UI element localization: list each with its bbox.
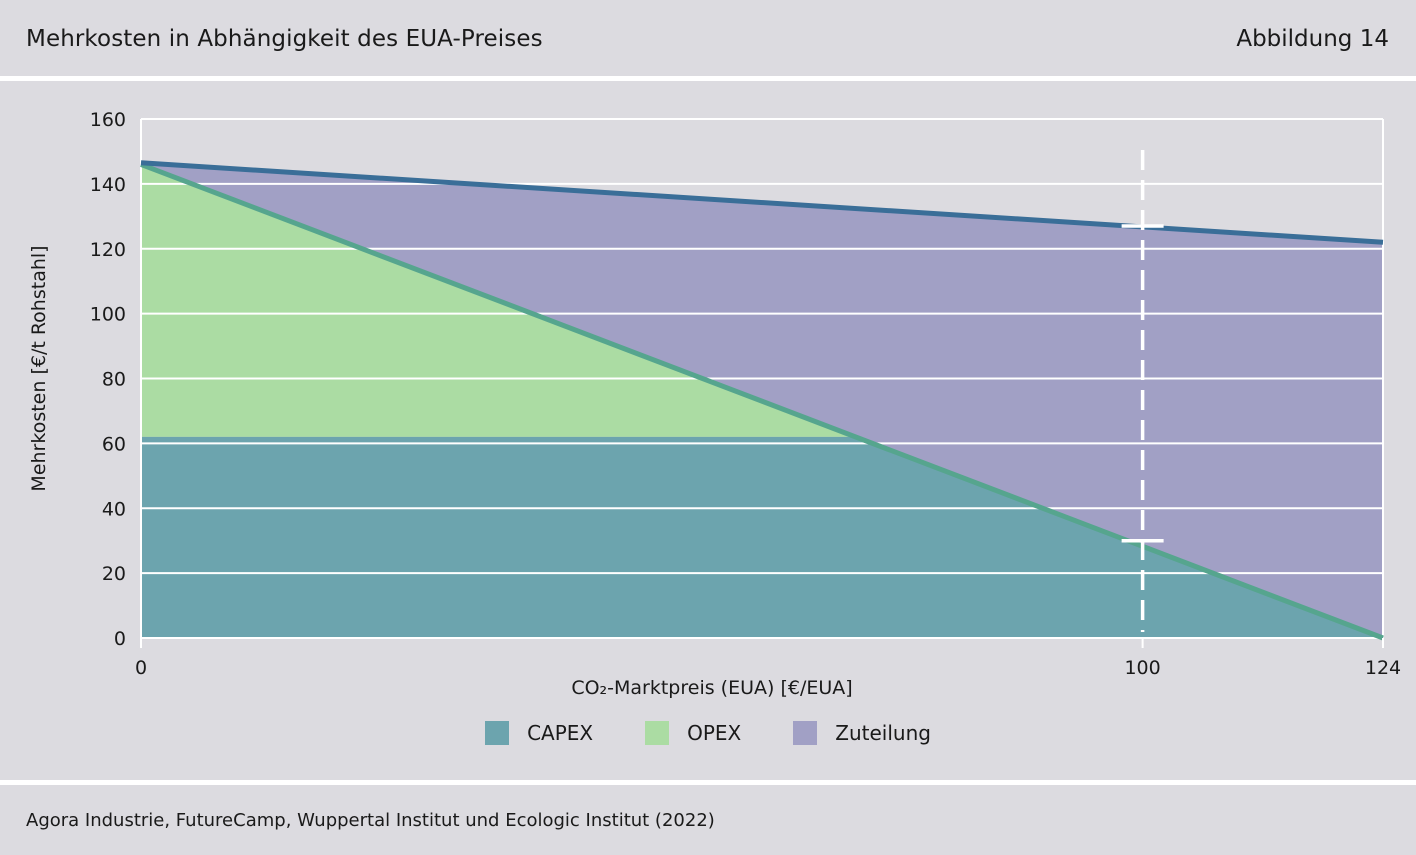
y-tick-label-60: 60 bbox=[102, 433, 126, 455]
line-opex-boundary bbox=[140, 162, 1384, 641]
area-capex bbox=[141, 436, 1383, 638]
y-tick-label-140: 140 bbox=[90, 174, 126, 196]
chart-title: Mehrkosten in Abhängigkeit des EUA-Preis… bbox=[26, 26, 543, 52]
legend-label-zuteilung: Zuteilung bbox=[835, 721, 931, 745]
header: Mehrkosten in Abhängigkeit des EUA-Preis… bbox=[0, 0, 1416, 78]
y-tick-label-80: 80 bbox=[102, 369, 126, 391]
legend-label-capex: CAPEX bbox=[527, 721, 594, 745]
y-tick-label-120: 120 bbox=[90, 239, 126, 261]
x-tick-label-100: 100 bbox=[1124, 657, 1160, 679]
source-note: Agora Industrie, FutureCamp, Wuppertal I… bbox=[26, 810, 715, 831]
x-axis-title: CO₂-Marktpreis (EUA) [€/EUA] bbox=[571, 677, 852, 699]
y-tick-label-40: 40 bbox=[102, 498, 126, 520]
top-divider bbox=[0, 76, 1416, 81]
legend-item-capex: CAPEX bbox=[485, 721, 593, 745]
y-axis-title: Mehrkosten [€/t Rohstahl] bbox=[28, 245, 50, 491]
chart-svg: 0 100 124 0 20 40 60 80 100 120 140 160 CO₂-Marktpre… bbox=[28, 109, 1401, 699]
y-tick-label-160: 160 bbox=[90, 109, 126, 131]
x-tick-label-124: 124 bbox=[1365, 657, 1401, 679]
x-tick-label-0: 0 bbox=[135, 657, 147, 679]
legend-swatch-opex bbox=[645, 721, 670, 745]
legend-item-zuteilung: Zuteilung bbox=[793, 721, 931, 745]
chart-area: 0 100 124 0 20 40 60 80 100 120 140 160 CO₂-Marktpre… bbox=[0, 81, 1416, 780]
legend-label-opex: OPEX bbox=[687, 721, 742, 745]
legend-item-opex: OPEX bbox=[645, 721, 741, 745]
line-total-cost bbox=[140, 160, 1384, 245]
legend-swatch-zuteilung bbox=[793, 721, 818, 745]
legend: CAPEX OPEX Zuteilung bbox=[0, 721, 1416, 745]
figure-label: Abbildung 14 bbox=[1236, 26, 1389, 52]
bottom-divider bbox=[0, 780, 1416, 785]
legend-swatch-capex bbox=[485, 721, 510, 745]
y-tick-label-20: 20 bbox=[102, 563, 126, 585]
y-tick-label-100: 100 bbox=[90, 304, 126, 326]
y-tick-label-0: 0 bbox=[114, 628, 126, 650]
